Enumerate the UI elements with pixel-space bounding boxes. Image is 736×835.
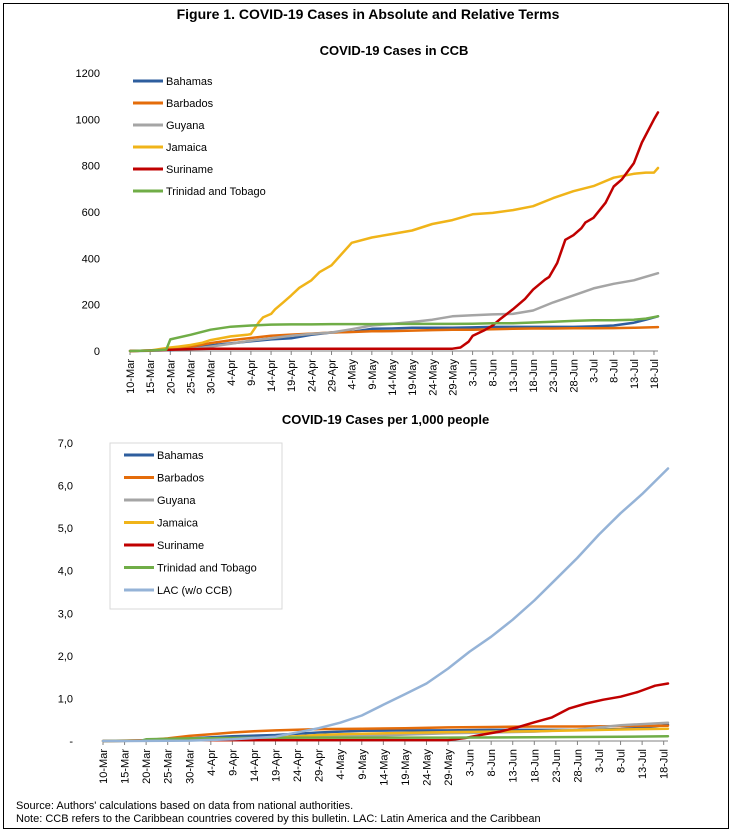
x-tick-label: 14-May <box>387 359 399 396</box>
y-tick-label: 1200 <box>76 68 100 80</box>
x-tick-label: 24-Apr <box>306 359 318 392</box>
y-tick-label: 400 <box>82 253 100 265</box>
x-tick-label: 29-Apr <box>314 749 326 782</box>
x-tick-label: 10-Mar <box>125 359 137 394</box>
y-tick-label: 3,0 <box>58 608 73 620</box>
x-tick-label: 3-Jul <box>594 749 606 773</box>
legend-label-suriname: Suriname <box>166 164 213 176</box>
x-tick-label: 28-Jun <box>568 359 580 393</box>
series-line-jamaica <box>128 166 660 353</box>
x-tick-label: 3-Jun <box>465 749 477 777</box>
x-tick-label: 3-Jul <box>589 359 601 383</box>
x-tick-label: 14-Apr <box>249 749 261 782</box>
series-line-barbados <box>128 325 660 353</box>
x-tick-label: 19-Apr <box>286 359 298 392</box>
legend-label-trinidad-and-tobago: Trinidad and Tobago <box>157 563 257 575</box>
x-tick-label: 4-May <box>335 749 347 780</box>
x-tick-label: 8-Jun <box>488 359 500 387</box>
y-tick-label: 200 <box>82 300 100 312</box>
x-tick-label: 9-May <box>357 749 369 780</box>
x-tick-label: 18-Jul <box>649 359 661 389</box>
chart-cases-per-1000: COVID-19 Cases per 1,000 people 10-Mar 15-… <box>58 412 671 786</box>
x-tick-label: 8-Jul <box>609 359 621 383</box>
source-note: Source: Authors' calculations based on d… <box>16 800 354 812</box>
x-tick-label: 24-Apr <box>292 749 304 782</box>
legend-label-barbados: Barbados <box>166 98 214 110</box>
y-tick-label: 4,0 <box>58 566 73 578</box>
x-tick-label: 19-May <box>407 359 419 396</box>
x-tick-label: 29-May <box>443 749 455 786</box>
y-tick-label: 1,0 <box>58 693 73 705</box>
legend-label-lac-w-o-ccb: LAC (w/o CCB) <box>157 585 232 597</box>
legend-label-bahamas: Bahamas <box>166 76 213 88</box>
x-tick-label: 23-Jun <box>551 749 563 783</box>
y-tick-label: 800 <box>82 161 100 173</box>
figure-frame <box>3 3 729 829</box>
x-tick-label: 4-Apr <box>206 749 218 776</box>
x-tick-label: 13-Jun <box>508 359 520 393</box>
x-tick-label: 4-Apr <box>226 359 238 386</box>
chart-title: COVID-19 Cases per 1,000 people <box>282 412 489 427</box>
series-line-lac-w-o-ccb <box>101 467 670 743</box>
legend-label-jamaica: Jamaica <box>166 142 208 154</box>
x-tick-label: 25-Mar <box>185 359 197 394</box>
x-tick-label: 4-May <box>347 359 359 390</box>
legend-label-trinidad-and-tobago: Trinidad and Tobago <box>166 186 266 198</box>
x-tick-label: 9-Apr <box>246 359 258 386</box>
x-tick-label: 30-Mar <box>206 359 218 394</box>
x-tick-label: 24-May <box>421 749 433 786</box>
x-tick-label: 29-May <box>447 359 459 396</box>
y-tick-label: - <box>69 736 73 748</box>
legend-label-suriname: Suriname <box>157 540 204 552</box>
legend-label-bahamas: Bahamas <box>157 450 204 462</box>
chart-title: COVID-19 Cases in CCB <box>320 43 469 58</box>
legend-box <box>109 442 283 610</box>
y-tick-label: 0 <box>94 346 100 358</box>
x-tick-label: 18-Jun <box>528 359 540 393</box>
x-tick-label: 14-Apr <box>266 359 278 392</box>
x-tick-label: 13-Jul <box>637 749 649 779</box>
y-tick-label: 5,0 <box>58 523 73 535</box>
footnote: Note: CCB refers to the Caribbean countr… <box>16 813 541 825</box>
series-line-suriname <box>101 682 670 743</box>
x-tick-label: 13-Jul <box>629 359 641 389</box>
legend-label-guyana: Guyana <box>157 495 196 507</box>
x-tick-label: 8-Jul <box>616 749 628 773</box>
x-tick-label: 18-Jun <box>529 749 541 783</box>
x-tick-label: 9-May <box>367 359 379 390</box>
x-tick-label: 13-Jun <box>508 749 520 783</box>
series-line-trinidad-and-tobago <box>128 315 660 353</box>
x-tick-label: 29-Apr <box>327 359 339 392</box>
x-tick-label: 15-Mar <box>145 359 157 394</box>
x-tick-label: 24-May <box>427 359 439 396</box>
y-tick-label: 600 <box>82 207 100 219</box>
figure-title: Figure 1. COVID-19 Cases in Absolute and… <box>176 6 560 22</box>
x-tick-label: 14-May <box>378 749 390 786</box>
y-tick-label: 6,0 <box>58 481 73 493</box>
x-tick-label: 9-Apr <box>227 749 239 776</box>
x-tick-label: 23-Jun <box>548 359 560 393</box>
y-tick-label: 1000 <box>76 114 100 126</box>
x-tick-label: 18-Jul <box>659 749 671 779</box>
chart-cases-ccb: COVID-19 Cases in CCB 10-Mar 15-Mar 20-Mar 2… <box>76 43 661 396</box>
legend-label-jamaica: Jamaica <box>157 518 199 530</box>
x-tick-label: 20-Mar <box>141 749 153 784</box>
legend-label-barbados: Barbados <box>157 473 205 485</box>
series-line-suriname <box>128 111 660 353</box>
x-tick-label: 25-Mar <box>163 749 175 784</box>
legend-label-guyana: Guyana <box>166 120 205 132</box>
x-tick-label: 8-Jun <box>486 749 498 777</box>
y-tick-label: 7,0 <box>58 438 73 450</box>
x-tick-label: 28-Jun <box>572 749 584 783</box>
x-tick-label: 30-Mar <box>184 749 196 784</box>
x-tick-label: 19-Apr <box>271 749 283 782</box>
y-tick-label: 2,0 <box>58 651 73 663</box>
x-tick-label: 10-Mar <box>98 749 110 784</box>
x-tick-label: 15-Mar <box>120 749 132 784</box>
x-tick-label: 19-May <box>400 749 412 786</box>
x-tick-label: 3-Jun <box>468 359 480 387</box>
x-tick-label: 20-Mar <box>165 359 177 394</box>
